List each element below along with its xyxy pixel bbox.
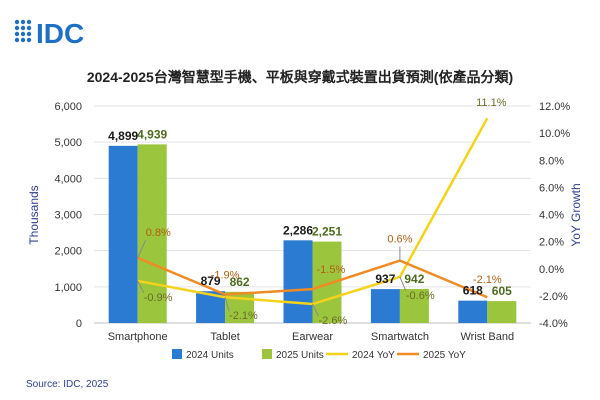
legend-label: 2024 YoY — [352, 350, 395, 361]
y-tick-label: 4,000 — [54, 173, 82, 185]
bar-value-label: 4,939 — [137, 127, 167, 141]
legend-label: 2025 Units — [276, 350, 324, 361]
x-category-label: Smartphone — [108, 331, 168, 343]
y2-tick-label: 12.0% — [539, 101, 570, 113]
yoy-value-label: -2.1% — [229, 310, 258, 322]
bar — [137, 144, 167, 323]
yoy-value-label: -2.1% — [473, 274, 502, 286]
x-category-label: Wrist Band — [461, 331, 515, 343]
data-labels: 4,899 879 2,286 937 618 4,939 862 2,251 942 605 -0… — [108, 97, 512, 327]
bar-value-label: 942 — [404, 272, 424, 286]
y2-tick-label: 10.0% — [539, 128, 570, 140]
bar-value-label: 605 — [492, 284, 512, 298]
bar — [370, 289, 400, 323]
y-axis-title: Thousands — [27, 185, 41, 244]
legend-label: 2024 Units — [186, 350, 234, 361]
y2-tick-label: 2.0% — [539, 237, 564, 249]
y-tick-label: 5,000 — [54, 137, 82, 149]
y-tick-label: 1,000 — [54, 282, 82, 294]
legend-label: 2025 YoY — [423, 350, 466, 361]
bar — [487, 301, 517, 323]
bar — [458, 300, 488, 323]
y-tick-label: 6,000 — [54, 101, 82, 113]
yoy-value-label: 0.8% — [146, 227, 171, 239]
leader-line — [137, 239, 147, 259]
y-tick-label: 2,000 — [54, 246, 82, 258]
y2-tick-label: -2.0% — [539, 291, 568, 303]
y2-tick-label: 8.0% — [539, 155, 564, 167]
bar — [108, 145, 138, 323]
legend-swatch — [262, 349, 272, 359]
idc-logo-dots — [14, 19, 32, 43]
right-axis-ticks: -4.0% -2.0% 0.0% 2.0% 4.0% 6.0% 8.0% 10.0% 12.0% — [539, 101, 570, 330]
yoy-value-label: 0.6% — [387, 234, 412, 246]
yoy-value-label: -0.6% — [406, 290, 435, 302]
idc-logo-text: IDC — [36, 18, 84, 49]
y2-tick-label: 6.0% — [539, 182, 564, 194]
x-category-label: Smartwatch — [371, 331, 429, 343]
yoy-line — [137, 256, 488, 299]
bar-value-label: 2,251 — [312, 225, 342, 239]
bar-value-label: 4,899 — [108, 129, 138, 143]
source-note: Source: IDC, 2025 — [26, 379, 109, 390]
y2-tick-label: 4.0% — [539, 210, 564, 222]
leader-line — [312, 303, 319, 317]
yoy-value-label: 11.1% — [476, 97, 507, 109]
chart-title: 2024-2025台灣智慧型手機、平板與穿戴式裝置出貨預測(依產品分類) — [87, 69, 513, 85]
leader-line — [137, 280, 145, 294]
bar-value-label: 862 — [230, 275, 250, 289]
y2-tick-label: 0.0% — [539, 264, 564, 276]
y2-axis-title: YoY Growth — [569, 183, 583, 246]
leader-line — [399, 276, 407, 292]
yoy-value-label: -1.9% — [211, 270, 240, 282]
yoy-value-label: -0.9% — [144, 292, 173, 304]
yoy-value-label: -2.6% — [319, 315, 348, 327]
y2-tick-label: -4.0% — [539, 318, 568, 330]
bar — [399, 288, 429, 323]
legend: 2024 Units 2025 Units 2024 YoY 2025 YoY — [172, 349, 466, 361]
category-labels: Smartphone Tablet Earwear Smartwatch Wrist B… — [108, 331, 514, 343]
bar-value-label: 618 — [463, 284, 483, 298]
bar-value-label: 879 — [201, 274, 221, 288]
bar-value-label: 937 — [375, 272, 395, 286]
x-category-label: Earwear — [292, 331, 333, 343]
bar-value-label: 2,286 — [283, 223, 313, 237]
leader-line — [224, 297, 230, 312]
yoy-value-label: -1.5% — [317, 264, 346, 276]
bar-series — [108, 144, 517, 323]
y-tick-label: 3,000 — [54, 210, 82, 222]
legend-swatch — [172, 349, 182, 359]
bar — [283, 240, 313, 323]
left-axis-ticks: 0 1,000 2,000 3,000 4,000 5,000 6,000 — [54, 101, 82, 330]
idc-logo: IDC — [14, 18, 84, 49]
y-tick-label: 0 — [76, 318, 82, 330]
x-category-label: Tablet — [210, 331, 239, 343]
